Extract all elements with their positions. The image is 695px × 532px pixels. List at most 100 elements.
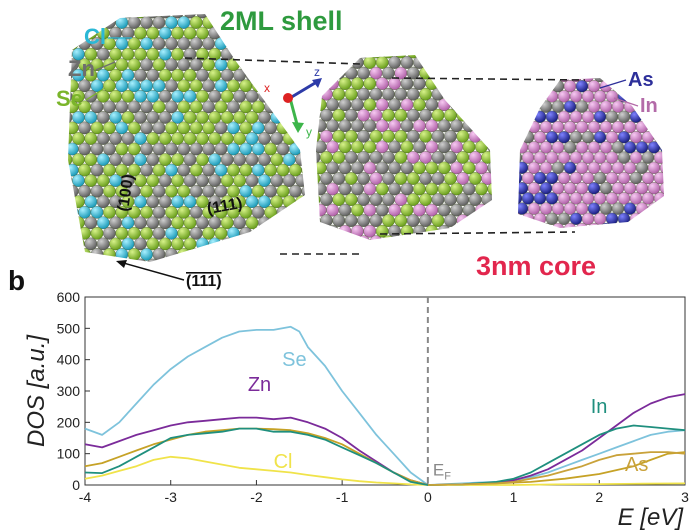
atom [146,132,160,145]
atom [332,87,346,101]
atom [68,111,73,124]
atom [208,68,222,82]
atom [276,226,290,240]
atom [357,172,370,185]
atom [196,26,209,40]
atom [375,182,389,196]
atom [388,161,401,175]
atom [165,37,178,50]
atom [468,66,482,80]
atom [289,58,302,72]
atom [270,216,284,230]
atom [165,100,178,114]
atom [419,172,432,185]
atom [276,163,290,177]
atom [521,90,535,103]
atom [444,87,457,101]
atom [659,202,664,215]
atom [563,202,577,215]
atom [251,205,265,219]
atom [468,193,482,206]
atom [533,192,547,205]
atom [316,182,327,196]
atom [68,226,79,240]
atom [357,235,370,240]
atom [468,235,482,240]
atom [96,153,110,166]
atom [394,151,408,164]
atom [214,248,228,261]
atom [84,237,98,251]
atom [581,90,595,103]
series-line-se [84,325,686,486]
atom [202,121,215,135]
y-tick-label: 400 [57,352,81,368]
atom [581,110,595,123]
atom [518,171,523,185]
atom [419,151,432,164]
atom [282,258,296,262]
atom [605,151,619,164]
atom [214,226,228,240]
atom [158,47,172,61]
atom [413,77,426,90]
atom [388,56,401,69]
atom [202,37,215,50]
atom [282,153,296,166]
atom [68,174,73,187]
atom [587,202,601,215]
atom [220,68,234,82]
atom [183,216,197,230]
atom [109,47,122,61]
atom [109,89,122,103]
atom [605,131,619,144]
atom [189,16,203,29]
atom [539,80,553,93]
atom [382,172,395,185]
atom [481,55,492,59]
atom [90,184,104,198]
atom [320,87,333,101]
atom [623,141,637,154]
x-tick-label: -2 [250,489,263,505]
atom [320,214,333,227]
atom [593,90,607,103]
atom [320,235,333,240]
atom [68,14,73,19]
facet-label-111: (111) [206,195,244,218]
atom [140,205,153,219]
atom [171,89,184,103]
atom [264,121,277,135]
atom [456,214,470,227]
fermi-label: EF [433,461,451,483]
atom [388,77,401,90]
atom [68,153,73,166]
atom [245,132,259,145]
atom [251,121,265,135]
atom [653,192,664,205]
atom [320,193,333,206]
atom [456,55,470,59]
atom [196,237,209,251]
atom [425,56,439,69]
atom [394,129,408,143]
atom [400,182,414,196]
atom [413,56,426,69]
atom [406,214,420,227]
atom [527,120,541,134]
atom [563,80,577,93]
atom [527,141,541,154]
atom [326,77,339,90]
atom [332,129,346,143]
atom [233,216,246,230]
atom [351,224,364,238]
atom [289,184,302,198]
atom [659,120,664,134]
atom [425,98,439,112]
y-tick-label: 0 [72,477,80,493]
atom [344,172,358,185]
atom [344,235,358,240]
atom [605,192,619,205]
atom [629,131,643,144]
